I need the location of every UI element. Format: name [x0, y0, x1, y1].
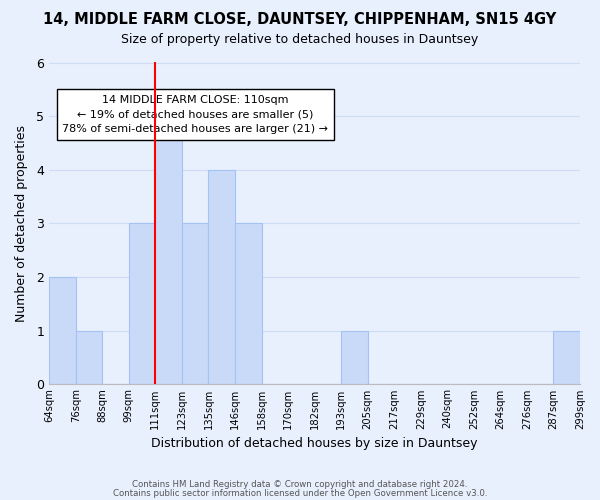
Text: Size of property relative to detached houses in Dauntsey: Size of property relative to detached ho… — [121, 32, 479, 46]
Bar — [208, 170, 235, 384]
Bar — [182, 224, 208, 384]
Bar — [76, 330, 102, 384]
Bar — [341, 330, 368, 384]
Bar — [129, 224, 155, 384]
Bar — [155, 116, 182, 384]
Text: 14 MIDDLE FARM CLOSE: 110sqm
← 19% of detached houses are smaller (5)
78% of sem: 14 MIDDLE FARM CLOSE: 110sqm ← 19% of de… — [62, 94, 328, 134]
X-axis label: Distribution of detached houses by size in Dauntsey: Distribution of detached houses by size … — [151, 437, 478, 450]
Text: Contains public sector information licensed under the Open Government Licence v3: Contains public sector information licen… — [113, 490, 487, 498]
Bar — [235, 224, 262, 384]
Text: 14, MIDDLE FARM CLOSE, DAUNTSEY, CHIPPENHAM, SN15 4GY: 14, MIDDLE FARM CLOSE, DAUNTSEY, CHIPPEN… — [43, 12, 557, 28]
Text: Contains HM Land Registry data © Crown copyright and database right 2024.: Contains HM Land Registry data © Crown c… — [132, 480, 468, 489]
Bar — [553, 330, 580, 384]
Y-axis label: Number of detached properties: Number of detached properties — [15, 125, 28, 322]
Bar — [49, 277, 76, 384]
